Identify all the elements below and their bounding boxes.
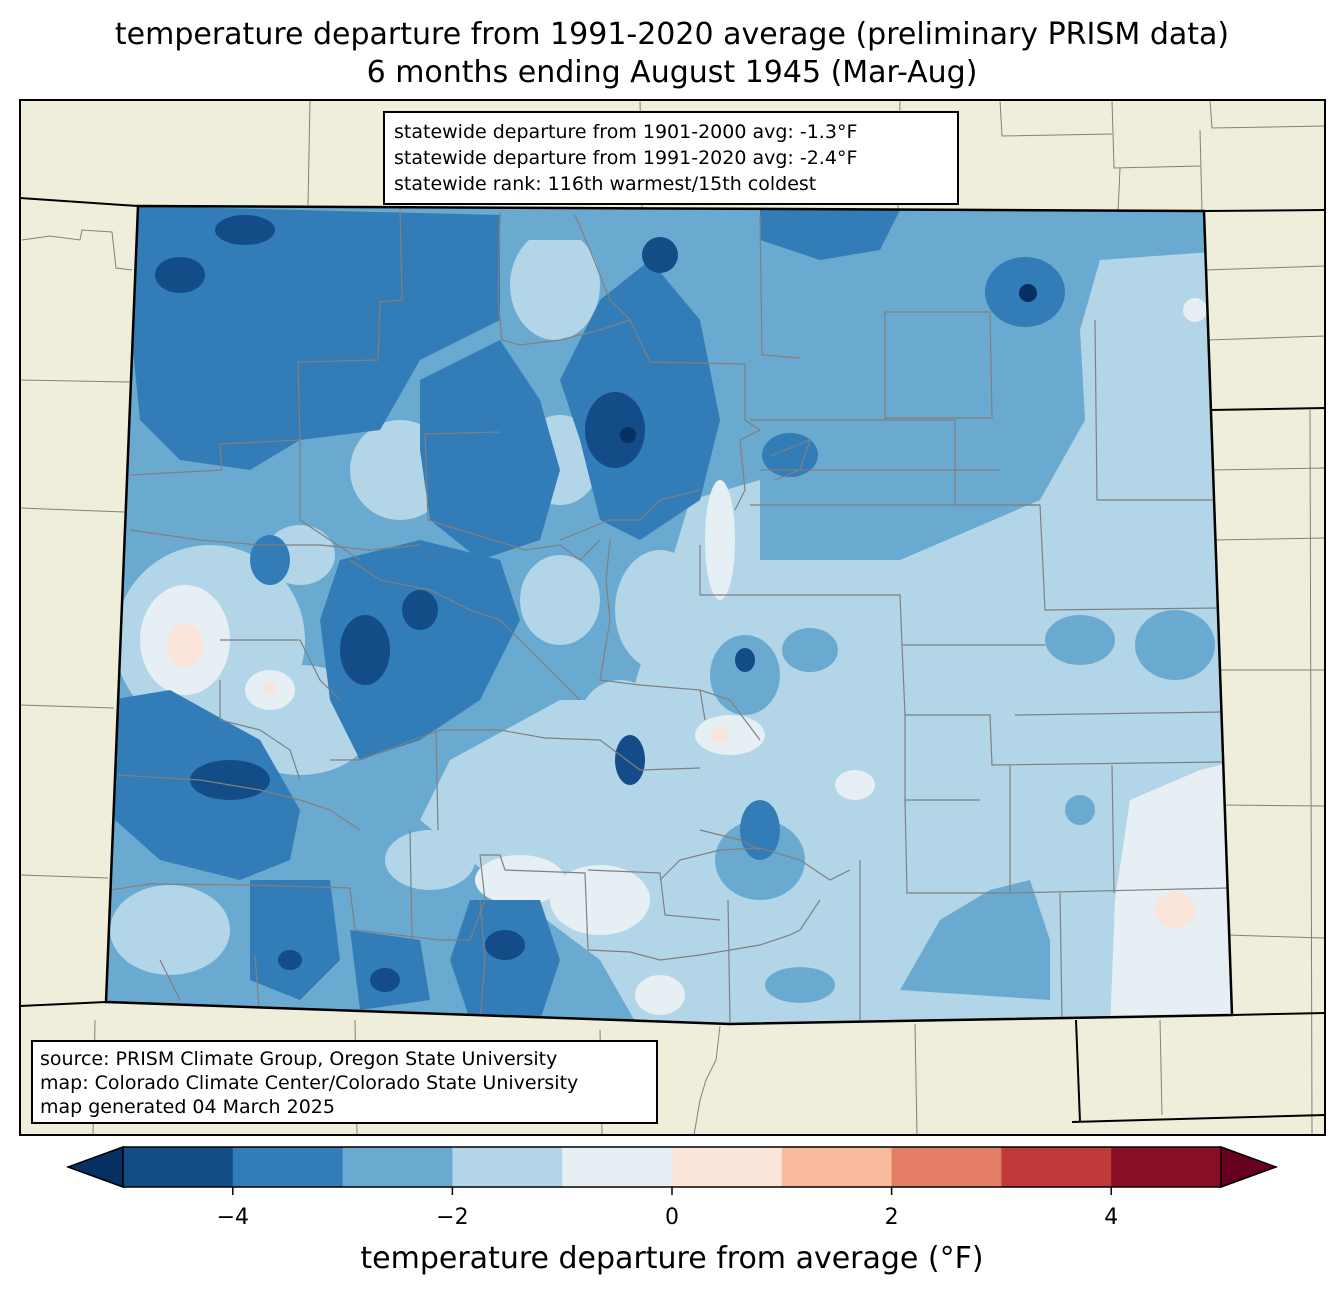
map-title-line-1: temperature departure from 1991-2020 ave…	[114, 17, 1230, 52]
colorbar-tick-label: −4	[216, 1205, 250, 1230]
temperature-field	[106, 206, 1232, 1024]
colorbar-bin	[1111, 1147, 1222, 1187]
map-credit-line: map: Colorado Climate Center/Colorado St…	[40, 1072, 579, 1094]
colorbar	[65, 1145, 1279, 1195]
statewide-stats-box: statewide departure from 1901-2000 avg: …	[383, 111, 959, 205]
source-line: source: PRISM Climate Group, Oregon Stat…	[40, 1048, 558, 1070]
colorbar-extend-low	[65, 1145, 124, 1189]
stats-departure-1991-2020: statewide departure from 1991-2020 avg: …	[394, 147, 858, 169]
map-title-line-2: 6 months ending August 1945 (Mar-Aug)	[366, 55, 978, 90]
colorbar-bin	[123, 1147, 234, 1187]
colorado-border	[104, 204, 1234, 1026]
source-credit-box: source: PRISM Climate Group, Oregon Stat…	[31, 1040, 658, 1124]
colorbar-bin	[672, 1147, 783, 1187]
colorbar-bin	[781, 1147, 893, 1187]
stats-statewide-rank: statewide rank: 116th warmest/15th colde…	[394, 173, 817, 195]
generated-date-line: map generated 04 March 2025	[40, 1096, 335, 1118]
colorbar-bin	[232, 1147, 344, 1187]
colorbar-extend-high	[1220, 1145, 1279, 1189]
colorbar-tick-label: 2	[884, 1205, 899, 1230]
county-boundaries	[109, 206, 1229, 1023]
neighbor-state-borders	[20, 197, 1325, 1123]
map-frame	[19, 99, 1326, 1136]
colorbar-tick-label: −2	[436, 1205, 469, 1230]
colorbar-bin	[342, 1147, 453, 1187]
colorbar-bin	[452, 1147, 563, 1187]
colorbar-label: temperature departure from average (°F)	[360, 1241, 984, 1276]
colorbar-tick-label: 0	[665, 1205, 679, 1230]
colorbar-bin	[1001, 1147, 1112, 1187]
colorbar-bin	[562, 1147, 673, 1187]
stats-departure-1901-2000: statewide departure from 1901-2000 avg: …	[394, 121, 858, 143]
colorbar-bin	[891, 1147, 1002, 1187]
colorbar-tick-label: 4	[1104, 1205, 1119, 1230]
